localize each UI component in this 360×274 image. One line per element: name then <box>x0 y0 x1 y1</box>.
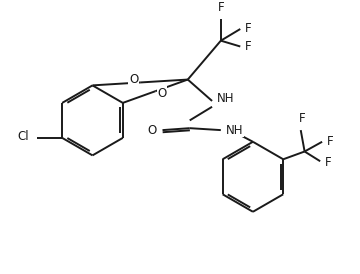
Text: F: F <box>325 156 332 169</box>
Text: F: F <box>245 40 252 53</box>
Text: O: O <box>129 73 138 86</box>
Text: F: F <box>327 135 334 148</box>
Text: NH: NH <box>217 93 234 105</box>
Text: O: O <box>157 87 166 100</box>
Text: Cl: Cl <box>18 130 29 143</box>
Text: F: F <box>217 1 224 15</box>
Text: NH: NH <box>226 124 243 137</box>
Text: O: O <box>147 124 157 137</box>
Text: F: F <box>298 112 305 125</box>
Text: F: F <box>245 22 252 35</box>
